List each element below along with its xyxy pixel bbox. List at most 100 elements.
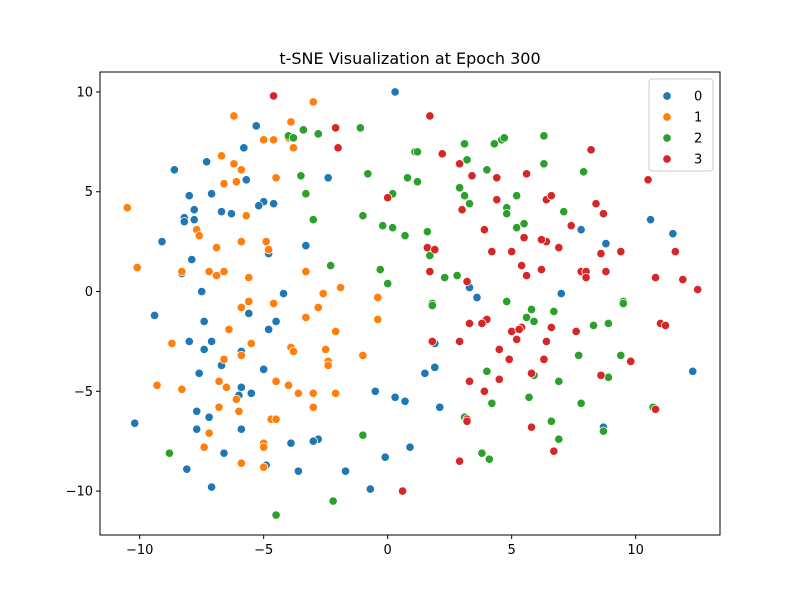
data-point-class-0: [184, 191, 194, 201]
legend-box: [648, 78, 714, 172]
data-point-class-3: [437, 149, 447, 159]
data-point-class-2: [559, 207, 569, 217]
data-point-class-3: [546, 322, 556, 333]
data-point-class-2: [363, 169, 373, 179]
data-point-class-3: [455, 336, 465, 346]
data-point-class-3: [650, 404, 661, 414]
data-point-class-1: [308, 97, 318, 107]
legend-label-0: 0: [694, 90, 702, 105]
legend-label-2: 2: [694, 132, 702, 147]
data-point-class-1: [331, 326, 341, 337]
data-point-class-3: [536, 235, 547, 245]
data-point-class-0: [668, 229, 678, 239]
data-point-class-1: [221, 382, 232, 392]
data-point-class-3: [512, 334, 522, 344]
data-point-class-0: [226, 209, 237, 219]
data-point-class-0: [187, 255, 197, 265]
data-point-class-1: [132, 263, 142, 273]
data-point-class-0: [435, 402, 445, 412]
data-point-class-0: [216, 207, 227, 217]
data-point-class-2: [603, 318, 613, 329]
data-point-class-1: [318, 288, 328, 299]
data-point-class-0: [286, 438, 296, 448]
data-point-class-3: [626, 356, 636, 366]
data-point-class-2: [422, 227, 432, 237]
data-point-class-3: [541, 336, 551, 346]
data-point-class-3: [643, 175, 653, 185]
data-point-class-1: [219, 354, 229, 364]
data-point-class-2: [301, 189, 311, 199]
data-point-class-3: [455, 456, 465, 466]
y-axis: −10 −5 0 5 10: [66, 85, 100, 500]
data-point-class-0: [207, 482, 217, 492]
data-point-class-3: [596, 370, 606, 380]
data-point-class-1: [152, 380, 162, 390]
x-axis: −10 −5 0 5 10: [126, 535, 644, 558]
data-point-class-0: [254, 201, 264, 211]
data-point-class-3: [494, 344, 504, 354]
data-point-class-1: [269, 298, 279, 309]
data-point-class-0: [380, 452, 390, 462]
data-point-class-1: [264, 245, 274, 255]
data-point-class-3: [586, 145, 596, 155]
data-point-class-3: [670, 247, 680, 257]
data-point-class-0: [207, 189, 217, 199]
data-point-class-1: [308, 402, 318, 412]
data-point-class-3: [554, 243, 564, 253]
data-point-class-3: [425, 266, 435, 277]
data-point-class-1: [244, 296, 254, 307]
data-point-class-1: [177, 384, 187, 394]
data-point-class-2: [502, 296, 512, 307]
data-point-class-3: [591, 199, 601, 209]
data-point-class-3: [678, 274, 688, 285]
data-point-class-2: [308, 215, 318, 225]
data-point-class-3: [616, 247, 626, 257]
data-point-class-3: [601, 266, 611, 277]
data-point-class-0: [182, 464, 192, 474]
y-tick-label: 0: [85, 285, 93, 300]
data-point-class-0: [400, 396, 410, 406]
data-point-class-0: [259, 364, 269, 374]
data-point-class-0: [192, 406, 202, 416]
data-point-class-2: [313, 129, 323, 139]
points-layer: [122, 87, 703, 520]
data-point-class-3: [521, 169, 532, 179]
data-point-class-0: [179, 217, 189, 227]
data-point-class-3: [598, 209, 609, 219]
data-point-class-2: [383, 278, 393, 289]
data-point-class-0: [157, 237, 167, 247]
data-point-class-1: [219, 179, 229, 189]
data-point-class-2: [378, 221, 388, 231]
data-point-class-3: [430, 245, 440, 255]
data-point-class-3: [539, 354, 549, 364]
data-point-class-0: [246, 388, 256, 398]
legend-marker-0: [662, 91, 672, 101]
data-point-class-3: [462, 416, 472, 426]
data-point-class-0: [340, 466, 351, 476]
data-point-class-1: [293, 388, 303, 398]
data-point-class-0: [239, 143, 249, 153]
data-point-class-1: [236, 458, 246, 468]
data-point-class-3: [457, 205, 467, 215]
data-point-class-3: [514, 324, 524, 335]
data-point-class-3: [650, 272, 661, 283]
data-point-class-1: [219, 266, 229, 277]
data-point-class-1: [261, 237, 271, 247]
data-point-class-3: [467, 171, 477, 181]
data-point-class-1: [224, 324, 234, 335]
data-point-class-0: [430, 362, 440, 372]
data-point-class-2: [598, 426, 609, 436]
data-point-class-2: [459, 191, 470, 201]
data-point-class-2: [464, 199, 475, 209]
data-point-class-3: [425, 111, 435, 121]
data-point-class-1: [271, 414, 281, 424]
data-point-class-1: [259, 462, 269, 472]
data-point-class-2: [402, 173, 413, 183]
data-point-class-0: [184, 336, 194, 346]
data-point-class-2: [549, 306, 559, 317]
data-point-class-2: [388, 223, 398, 233]
legend-marker-1: [662, 112, 672, 122]
x-tick-label: 0: [384, 543, 392, 558]
data-point-class-1: [301, 266, 311, 277]
